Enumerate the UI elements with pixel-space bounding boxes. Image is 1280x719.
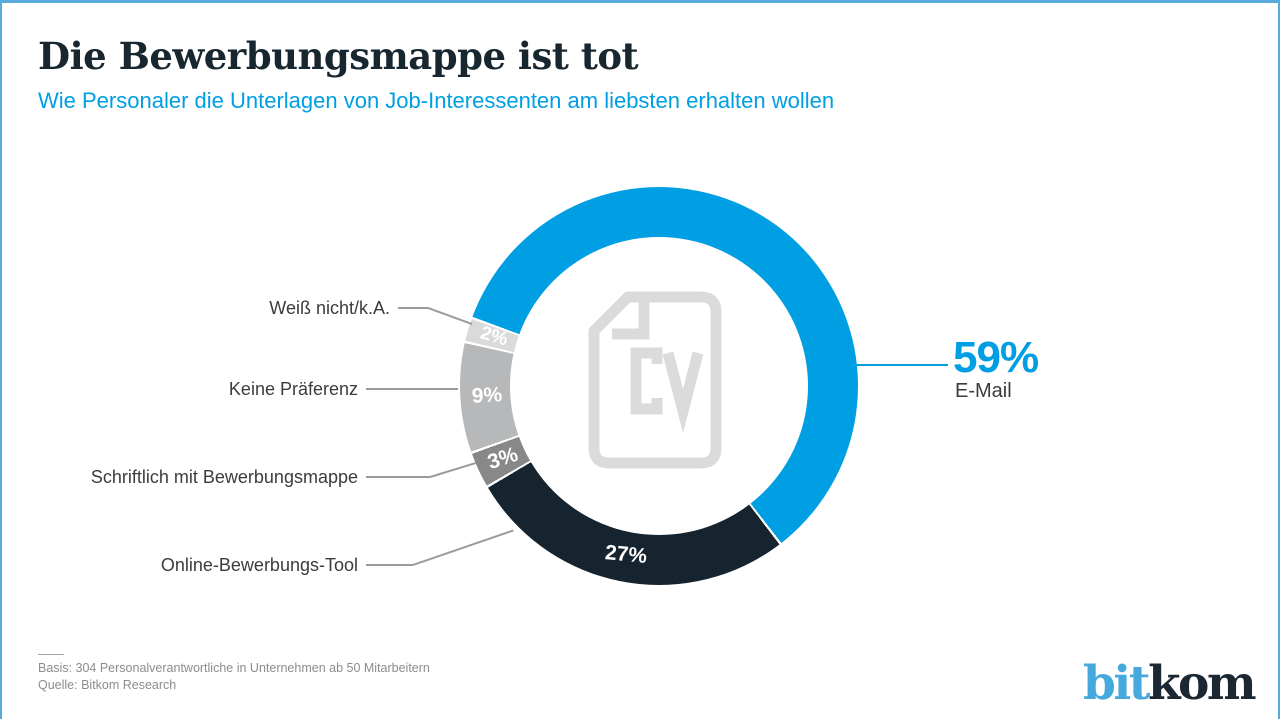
cv-document-icon bbox=[588, 291, 722, 469]
logo-part-bit: bit bbox=[1083, 656, 1150, 711]
leader-line bbox=[366, 388, 458, 390]
donut-hole bbox=[510, 237, 808, 535]
logo-part-kom: kom bbox=[1147, 656, 1257, 711]
footer-basis: Basis: 304 Personalverantwortliche in Un… bbox=[38, 661, 430, 675]
slice-label-schriftlich: Schriftlich mit Bewerbungsmappe bbox=[90, 467, 358, 487]
slice-label-keine-praeferenz: Keine Präferenz bbox=[228, 379, 358, 399]
page-subtitle: Wie Personaler die Unterlagen von Job-In… bbox=[38, 88, 835, 113]
footer-source: Quelle: Bitkom Research bbox=[38, 678, 177, 692]
donut-chart-area: 27% 3% 9% 2% bbox=[460, 187, 858, 585]
slice-label-email: E-Mail bbox=[955, 380, 1012, 402]
leader-line bbox=[366, 564, 413, 566]
email-percent-value: 59% bbox=[953, 333, 1039, 382]
page-title: Die Bewerbungsmappe ist tot bbox=[38, 34, 639, 78]
slice-label-online-tool: Online-Bewerbungs-Tool bbox=[160, 555, 358, 575]
slice-percent-label: 2% bbox=[477, 322, 511, 351]
leader-line bbox=[366, 476, 430, 478]
footer-divider bbox=[38, 654, 64, 655]
slice-label-weiss-nicht: Weiß nicht/k.A. bbox=[269, 298, 390, 318]
leader-line-email bbox=[851, 364, 948, 366]
leader-line bbox=[398, 307, 428, 309]
slice-percent-label: 27% bbox=[604, 540, 649, 568]
slice-percent-label: 3% bbox=[484, 442, 521, 474]
slice-percent-label: 9% bbox=[471, 383, 504, 409]
bitkom-logo: bitkom bbox=[1083, 656, 1257, 711]
